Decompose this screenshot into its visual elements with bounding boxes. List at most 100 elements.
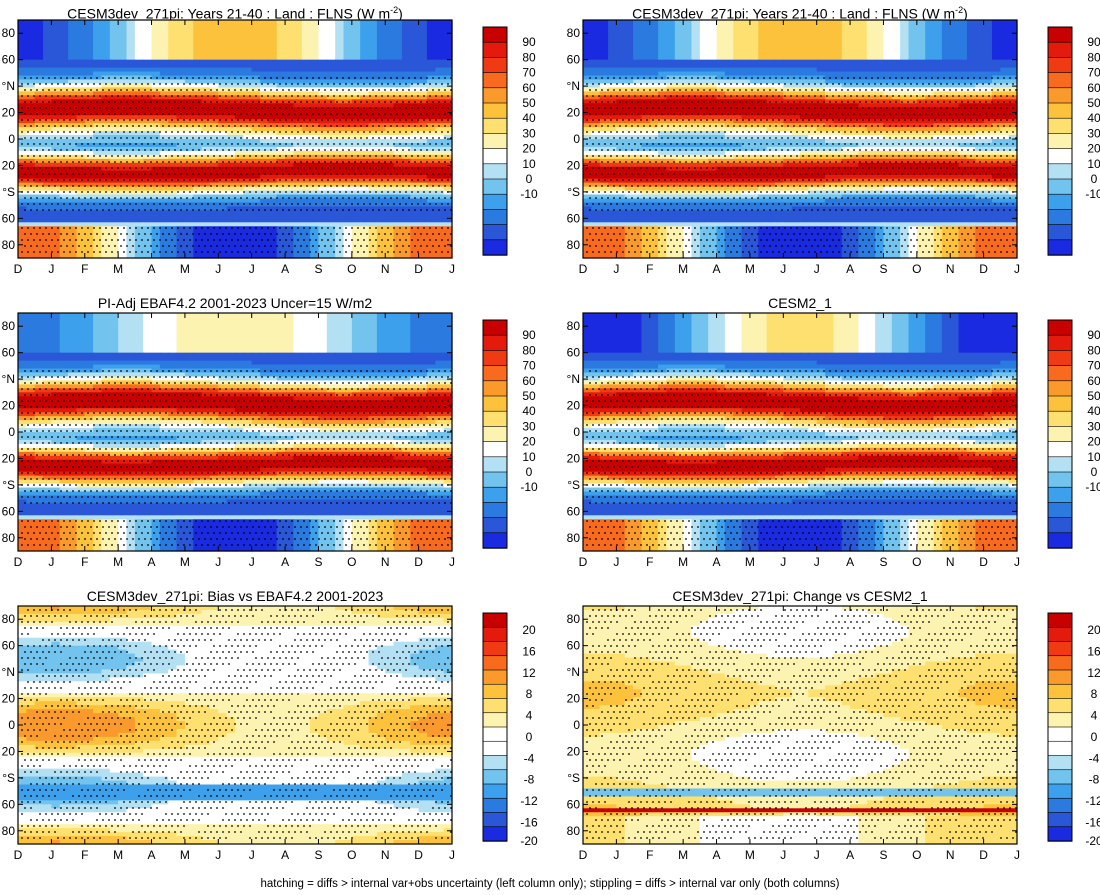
stipple-dot	[366, 101, 368, 103]
field-cell	[43, 146, 52, 152]
field-cell	[443, 79, 453, 85]
stipple-dot	[51, 167, 53, 169]
stipple-dot	[372, 161, 374, 163]
field-cell	[126, 47, 136, 53]
field-cell	[318, 234, 328, 239]
field-cell	[151, 158, 161, 164]
field-cell	[376, 39, 386, 45]
field-cell	[176, 127, 186, 132]
stipple-dot	[348, 233, 350, 235]
stipple-dot	[45, 131, 47, 133]
field-cell	[268, 182, 278, 188]
stipple-dot	[81, 83, 83, 85]
stipple-dot	[27, 119, 29, 121]
stipple-dot	[219, 167, 221, 169]
stipple-dot	[309, 191, 311, 193]
field-cell	[134, 47, 144, 53]
stipple-dot	[117, 179, 119, 181]
stipple-dot	[318, 197, 320, 199]
field-cell	[218, 103, 228, 108]
stippling	[21, 77, 452, 253]
field-cell	[126, 27, 136, 33]
field-cell	[418, 142, 428, 148]
field-cell	[376, 246, 386, 251]
stipple-dot	[24, 149, 26, 151]
field-cell	[184, 142, 194, 148]
stipple-dot	[384, 209, 386, 211]
stipple-dot	[342, 185, 344, 187]
field-cell	[343, 51, 353, 57]
field-cell	[435, 150, 445, 156]
field-cell	[351, 234, 361, 239]
stipple-dot	[81, 179, 83, 181]
field-cell	[109, 202, 119, 208]
stipple-dot	[426, 161, 428, 163]
field-cell	[251, 142, 261, 148]
field-cell	[426, 59, 436, 65]
field-cell	[410, 67, 420, 73]
field-cell	[184, 170, 194, 176]
stipple-dot	[384, 233, 386, 235]
stipple-dot	[141, 167, 143, 169]
field-cell	[193, 35, 203, 41]
stipple-dot	[321, 107, 323, 109]
field-cell	[168, 230, 178, 235]
field-cell	[318, 246, 328, 251]
stipple-dot	[72, 161, 74, 163]
stipple-dot	[351, 143, 353, 145]
field-cell	[34, 139, 44, 144]
stipple-dot	[279, 131, 281, 133]
field-cell	[101, 170, 111, 176]
stipple-dot	[309, 155, 311, 157]
field-cell	[209, 254, 219, 259]
stipple-dot	[321, 239, 323, 241]
field-cell	[385, 206, 395, 211]
field-cell	[385, 55, 395, 61]
field-cell	[93, 127, 103, 132]
stipple-dot	[192, 125, 194, 127]
field-cell	[126, 170, 136, 176]
field-cell	[159, 190, 169, 196]
stipple-dot	[72, 185, 74, 187]
field-cell	[68, 182, 78, 188]
stipple-dot	[108, 113, 110, 115]
stipple-dot	[381, 143, 383, 145]
field-cell	[176, 242, 186, 247]
stipple-dot	[177, 191, 179, 193]
stipple-dot	[201, 227, 203, 229]
stipple-dot	[207, 95, 209, 97]
stipple-dot	[90, 101, 92, 103]
field-cell	[301, 27, 311, 33]
stipple-dot	[327, 227, 329, 229]
field-cell	[443, 119, 453, 124]
field-cell	[209, 51, 219, 57]
field-cell	[209, 135, 219, 140]
stipple-dot	[375, 179, 377, 181]
field-cell	[59, 198, 69, 204]
field-cell	[301, 190, 311, 196]
stipple-dot	[414, 89, 416, 91]
stipple-dot	[60, 89, 62, 91]
field-cell	[209, 230, 219, 235]
stipple-dot	[378, 185, 380, 187]
field-cell	[101, 198, 111, 204]
field-cell	[260, 47, 269, 53]
field-cell	[168, 31, 178, 37]
stipple-dot	[183, 203, 185, 205]
field-cell	[301, 103, 311, 108]
field-cell	[43, 91, 52, 96]
stipple-dot	[423, 95, 425, 97]
field-cell	[235, 182, 244, 188]
stipple-dot	[105, 203, 107, 205]
stipple-dot	[159, 227, 161, 229]
stipple-dot	[198, 185, 200, 187]
field-cell	[301, 158, 311, 164]
stipple-dot	[369, 143, 371, 145]
stipple-dot	[447, 179, 449, 181]
stipple-dot	[303, 83, 305, 85]
field-cell	[343, 178, 353, 184]
stipple-dot	[216, 89, 218, 91]
field-cell	[351, 170, 361, 176]
field-cell	[318, 158, 328, 164]
field-cell	[68, 178, 78, 184]
